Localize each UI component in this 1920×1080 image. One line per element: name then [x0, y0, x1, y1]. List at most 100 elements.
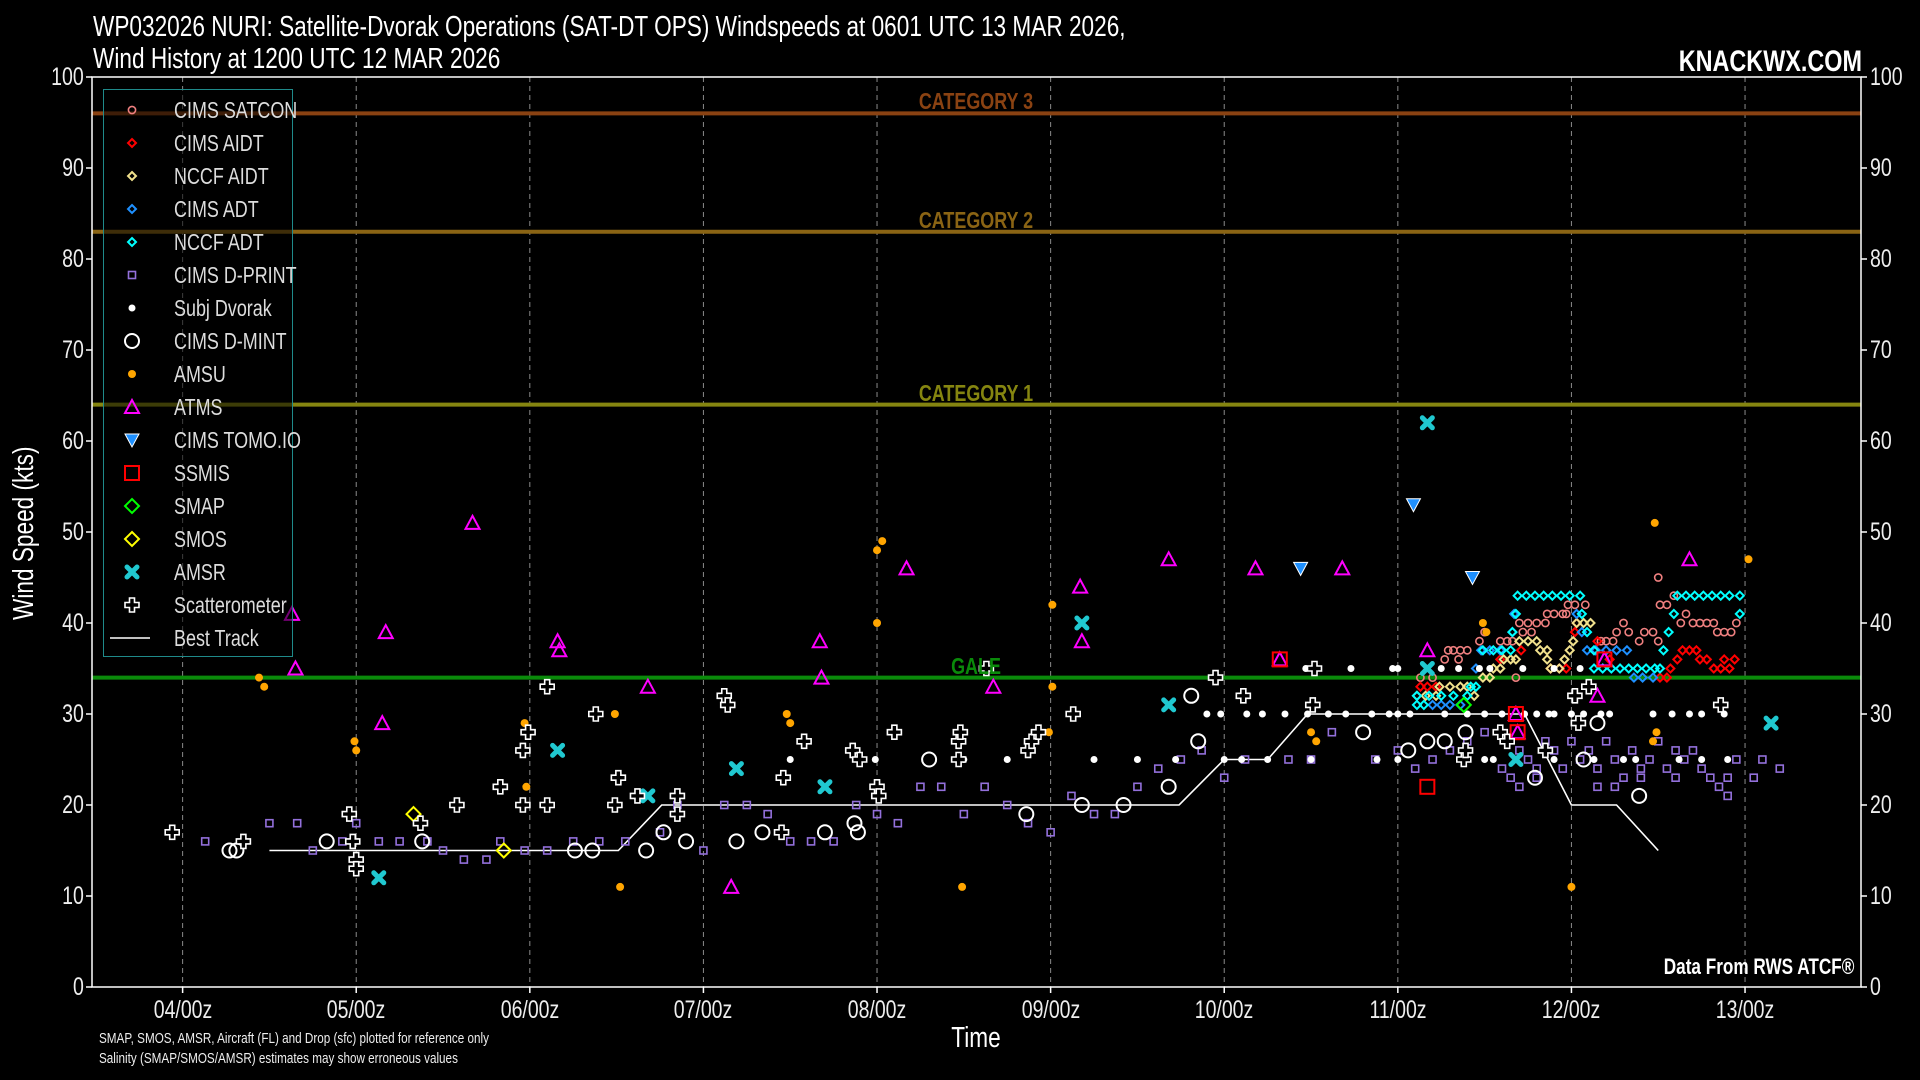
scatterometer-point	[952, 724, 969, 741]
marker-shape	[754, 824, 771, 841]
marker-shape	[1652, 728, 1661, 737]
marker-shape	[1550, 665, 1558, 672]
marker-shape	[1608, 636, 1618, 646]
cims-d-print-point	[292, 818, 302, 828]
nccf-aidt-point	[1571, 617, 1583, 629]
marker-shape	[640, 788, 656, 804]
series-nccf-aidt	[1411, 617, 1596, 702]
marker-shape	[1744, 555, 1753, 564]
marker-shape	[1712, 627, 1722, 637]
cims-satcon-point	[1624, 627, 1634, 637]
subj-dvorak-point	[1620, 756, 1628, 763]
cims-d-print-point	[1110, 809, 1120, 819]
subj-dvorak-point	[1698, 710, 1706, 718]
x-tick-label: 11/00z	[1369, 996, 1427, 1024]
amsu-point	[260, 682, 269, 691]
marker-shape	[1324, 710, 1332, 718]
marker-shape	[1653, 573, 1663, 582]
marker-shape	[1048, 682, 1057, 691]
marker-shape	[719, 697, 736, 713]
marker-shape	[1523, 618, 1533, 628]
marker-shape	[728, 833, 745, 850]
marker-shape	[1688, 618, 1698, 628]
marker-shape	[1342, 710, 1350, 718]
cims-satcon-point	[1695, 618, 1705, 628]
subj-dvorak-point	[1347, 665, 1355, 672]
marker-shape	[1647, 672, 1659, 684]
marker-shape	[1411, 690, 1423, 702]
marker-shape	[520, 846, 529, 855]
legend-label: SMOS	[174, 526, 227, 552]
subj-dvorak-point	[1406, 710, 1414, 718]
nccf-aidt-point	[1534, 644, 1546, 656]
marker-shape	[1576, 608, 1588, 620]
marker-shape	[377, 622, 395, 640]
marker-shape	[1418, 699, 1430, 711]
marker-shape	[1435, 699, 1447, 711]
subj-dvorak-point	[1437, 665, 1445, 672]
marker-shape	[1623, 663, 1635, 674]
marker-shape	[1532, 773, 1542, 783]
nccf-aidt-point	[1541, 653, 1553, 665]
cims-d-print-point	[763, 809, 772, 819]
marker-shape	[1484, 672, 1496, 684]
marker-shape	[1706, 590, 1718, 602]
marker-shape	[678, 833, 695, 850]
nccf-adt-point	[1496, 644, 1508, 656]
atms-point	[1071, 577, 1089, 594]
amsr-point	[640, 788, 656, 804]
cims-d-print-point	[1610, 782, 1620, 792]
marker-shape	[1671, 773, 1680, 783]
marker-shape	[936, 782, 946, 792]
cims-d-mint-point	[1436, 733, 1453, 750]
nccf-adt-point	[1520, 590, 1532, 602]
subj-dvorak-point	[786, 756, 794, 763]
cims-d-print-point	[1133, 782, 1142, 792]
legend-item-cims-d-mint: CIMS D-MINT	[104, 326, 290, 356]
category-threshold-lines	[92, 111, 1861, 680]
diamond-small-icon	[126, 170, 138, 182]
marker-shape	[1664, 663, 1676, 674]
cims-d-print-point	[1645, 755, 1654, 764]
nccf-adt-point	[1671, 590, 1683, 602]
legend-item-cims-adt: CIMS ADT	[104, 194, 290, 224]
marker-shape	[255, 673, 264, 682]
marker-shape	[719, 800, 729, 810]
subj-dvorak-point	[1486, 665, 1494, 672]
legend-item-cims-tomo-io: CIMS TOMO.IO	[104, 425, 301, 455]
amsu-point	[873, 619, 882, 627]
cims-d-print-point	[1046, 827, 1055, 837]
marker-shape	[1512, 590, 1524, 602]
subj-dvorak-point	[1304, 710, 1312, 718]
amsr-point	[728, 761, 744, 777]
marker-shape	[1284, 755, 1293, 764]
amsr-point	[817, 779, 833, 795]
y-tick-label-left: 100	[51, 63, 84, 91]
marker-shape	[308, 846, 318, 855]
nccf-adt-point	[1689, 590, 1701, 602]
marker-shape	[1477, 644, 1489, 656]
nccf-aidt-point	[1468, 690, 1480, 702]
subj-dvorak-point	[1307, 756, 1315, 763]
subj-dvorak-point	[1590, 756, 1598, 763]
atms-point	[1271, 650, 1289, 667]
series-scatterometer	[164, 660, 1729, 877]
cims-d-print-point	[1601, 736, 1611, 746]
legend-label: Scatterometer	[174, 592, 287, 618]
y-axis-label: Wind Speed (kts)	[8, 446, 40, 620]
cims-d-print-point	[851, 800, 861, 810]
ssmis-point	[1507, 706, 1524, 722]
nccf-adt-point	[1510, 608, 1522, 620]
y-tick-label-left: 70	[62, 336, 84, 364]
cims-d-print-point	[1515, 782, 1524, 792]
marker-shape	[124, 597, 140, 613]
y-tick-label-left: 80	[62, 245, 84, 273]
scatterometer-point	[1712, 697, 1729, 713]
cims-aidt-point	[1560, 663, 1572, 674]
marker-shape	[1636, 764, 1646, 773]
cims-satcon-point	[1440, 655, 1450, 664]
marker-shape	[1462, 645, 1472, 655]
marker-shape	[1133, 756, 1141, 763]
nccf-adt-point	[1697, 590, 1709, 602]
marker-shape	[126, 236, 138, 248]
